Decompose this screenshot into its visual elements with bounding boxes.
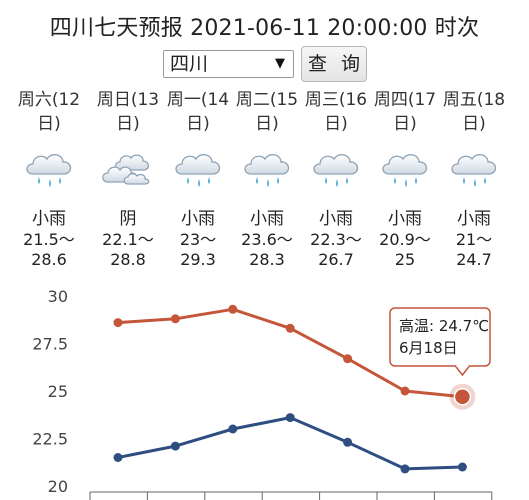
- y-tick-label: 30: [48, 287, 68, 306]
- day-label: 周六(12 日): [17, 90, 81, 134]
- rain-cloud-icon: [237, 148, 297, 192]
- forecast-day: 周五(18 日) 小雨 21～ 24.7: [438, 88, 510, 270]
- day-condition: 小雨: [319, 209, 353, 229]
- region-select-value: 四川: [170, 53, 209, 75]
- forecast-day: 周三(16 日) 小雨 22.3～ 26.7: [300, 88, 372, 270]
- tooltip-pointer-cover: [456, 364, 469, 367]
- day-temp-range: 23～ 29.3: [179, 230, 217, 269]
- y-tick-label: 27.5: [32, 335, 68, 354]
- forecast-days: 周六(12 日) 小雨 21.5～ 28.6 周日(13 日) 阴 22.1～ 28.8…: [0, 88, 529, 278]
- rain-cloud-icon: [19, 148, 79, 192]
- day-temp-range: 20.9～ 25: [379, 230, 431, 269]
- rain-cloud-icon: [375, 148, 435, 192]
- data-point[interactable]: [228, 304, 238, 314]
- data-point[interactable]: [343, 437, 353, 447]
- data-point[interactable]: [400, 386, 410, 396]
- day-condition: 小雨: [32, 209, 66, 229]
- data-point[interactable]: [453, 387, 472, 406]
- forecast-day: 周四(17 日) 小雨 20.9～ 25: [369, 88, 441, 270]
- y-tick-label: 22.5: [32, 430, 68, 449]
- query-button[interactable]: 查 询: [301, 46, 367, 82]
- day-temp-range: 22.1～ 28.8: [102, 230, 154, 269]
- data-point[interactable]: [285, 323, 295, 333]
- day-label: 周三(16 日): [304, 90, 368, 134]
- data-point[interactable]: [113, 453, 123, 462]
- day-temp-range: 21～ 24.7: [455, 230, 493, 269]
- day-label: 周日(13 日): [96, 90, 160, 134]
- temperature-chart: 30 27.5 25 22.5 20 高温: 24.7℃ 6月18日: [32, 287, 493, 500]
- day-condition: 小雨: [457, 209, 491, 229]
- tooltip-line2: 6月18日: [399, 339, 458, 357]
- tooltip-box: [389, 307, 491, 367]
- y-tick-label: 20: [48, 477, 68, 496]
- day-condition: 小雨: [388, 209, 422, 229]
- tooltip-line1: 高温: 24.7℃: [399, 317, 489, 335]
- data-point[interactable]: [170, 441, 180, 451]
- day-label: 周四(17 日): [373, 90, 437, 134]
- series-line: [117, 416, 463, 471]
- forecast-day: 周二(15 日) 小雨 23.6～ 28.3: [231, 88, 303, 270]
- rain-cloud-icon: [306, 148, 366, 192]
- tooltip-pointer: [454, 365, 470, 377]
- day-condition: 小雨: [250, 209, 284, 229]
- data-point[interactable]: [113, 318, 123, 328]
- day-condition: 小雨: [181, 209, 215, 229]
- y-tick-label: 25: [48, 382, 68, 401]
- dropdown-arrow-icon: ▼: [275, 56, 285, 71]
- day-label: 周五(18 日): [442, 90, 506, 134]
- data-point[interactable]: [170, 314, 180, 324]
- page-title: 四川七天预报 2021-06-11 20:00:00 时次: [49, 16, 480, 41]
- rain-cloud-icon: [168, 148, 228, 192]
- forecast-day: 周六(12 日) 小雨 21.5～ 28.6: [13, 88, 85, 270]
- day-condition: 阴: [119, 209, 137, 229]
- day-label: 周二(15 日): [235, 90, 299, 134]
- data-point[interactable]: [228, 424, 238, 434]
- data-point[interactable]: [400, 464, 410, 474]
- data-point[interactable]: [343, 354, 353, 364]
- controls-bar: 四川 ▼ 查 询: [0, 44, 529, 84]
- data-point[interactable]: [457, 462, 467, 472]
- day-label: 周一(14 日): [166, 90, 230, 134]
- region-select[interactable]: 四川 ▼: [163, 50, 294, 78]
- overcast-cloud-icon: [98, 148, 158, 192]
- rain-cloud-icon: [444, 148, 504, 192]
- data-point[interactable]: [285, 413, 295, 423]
- day-temp-range: 23.6～ 28.3: [241, 230, 293, 269]
- forecast-day: 周日(13 日) 阴 22.1～ 28.8: [92, 88, 164, 270]
- forecast-day: 周一(14 日) 小雨 23～ 29.3: [162, 88, 234, 270]
- day-temp-range: 21.5～ 28.6: [23, 230, 75, 269]
- day-temp-range: 22.3～ 26.7: [310, 230, 362, 269]
